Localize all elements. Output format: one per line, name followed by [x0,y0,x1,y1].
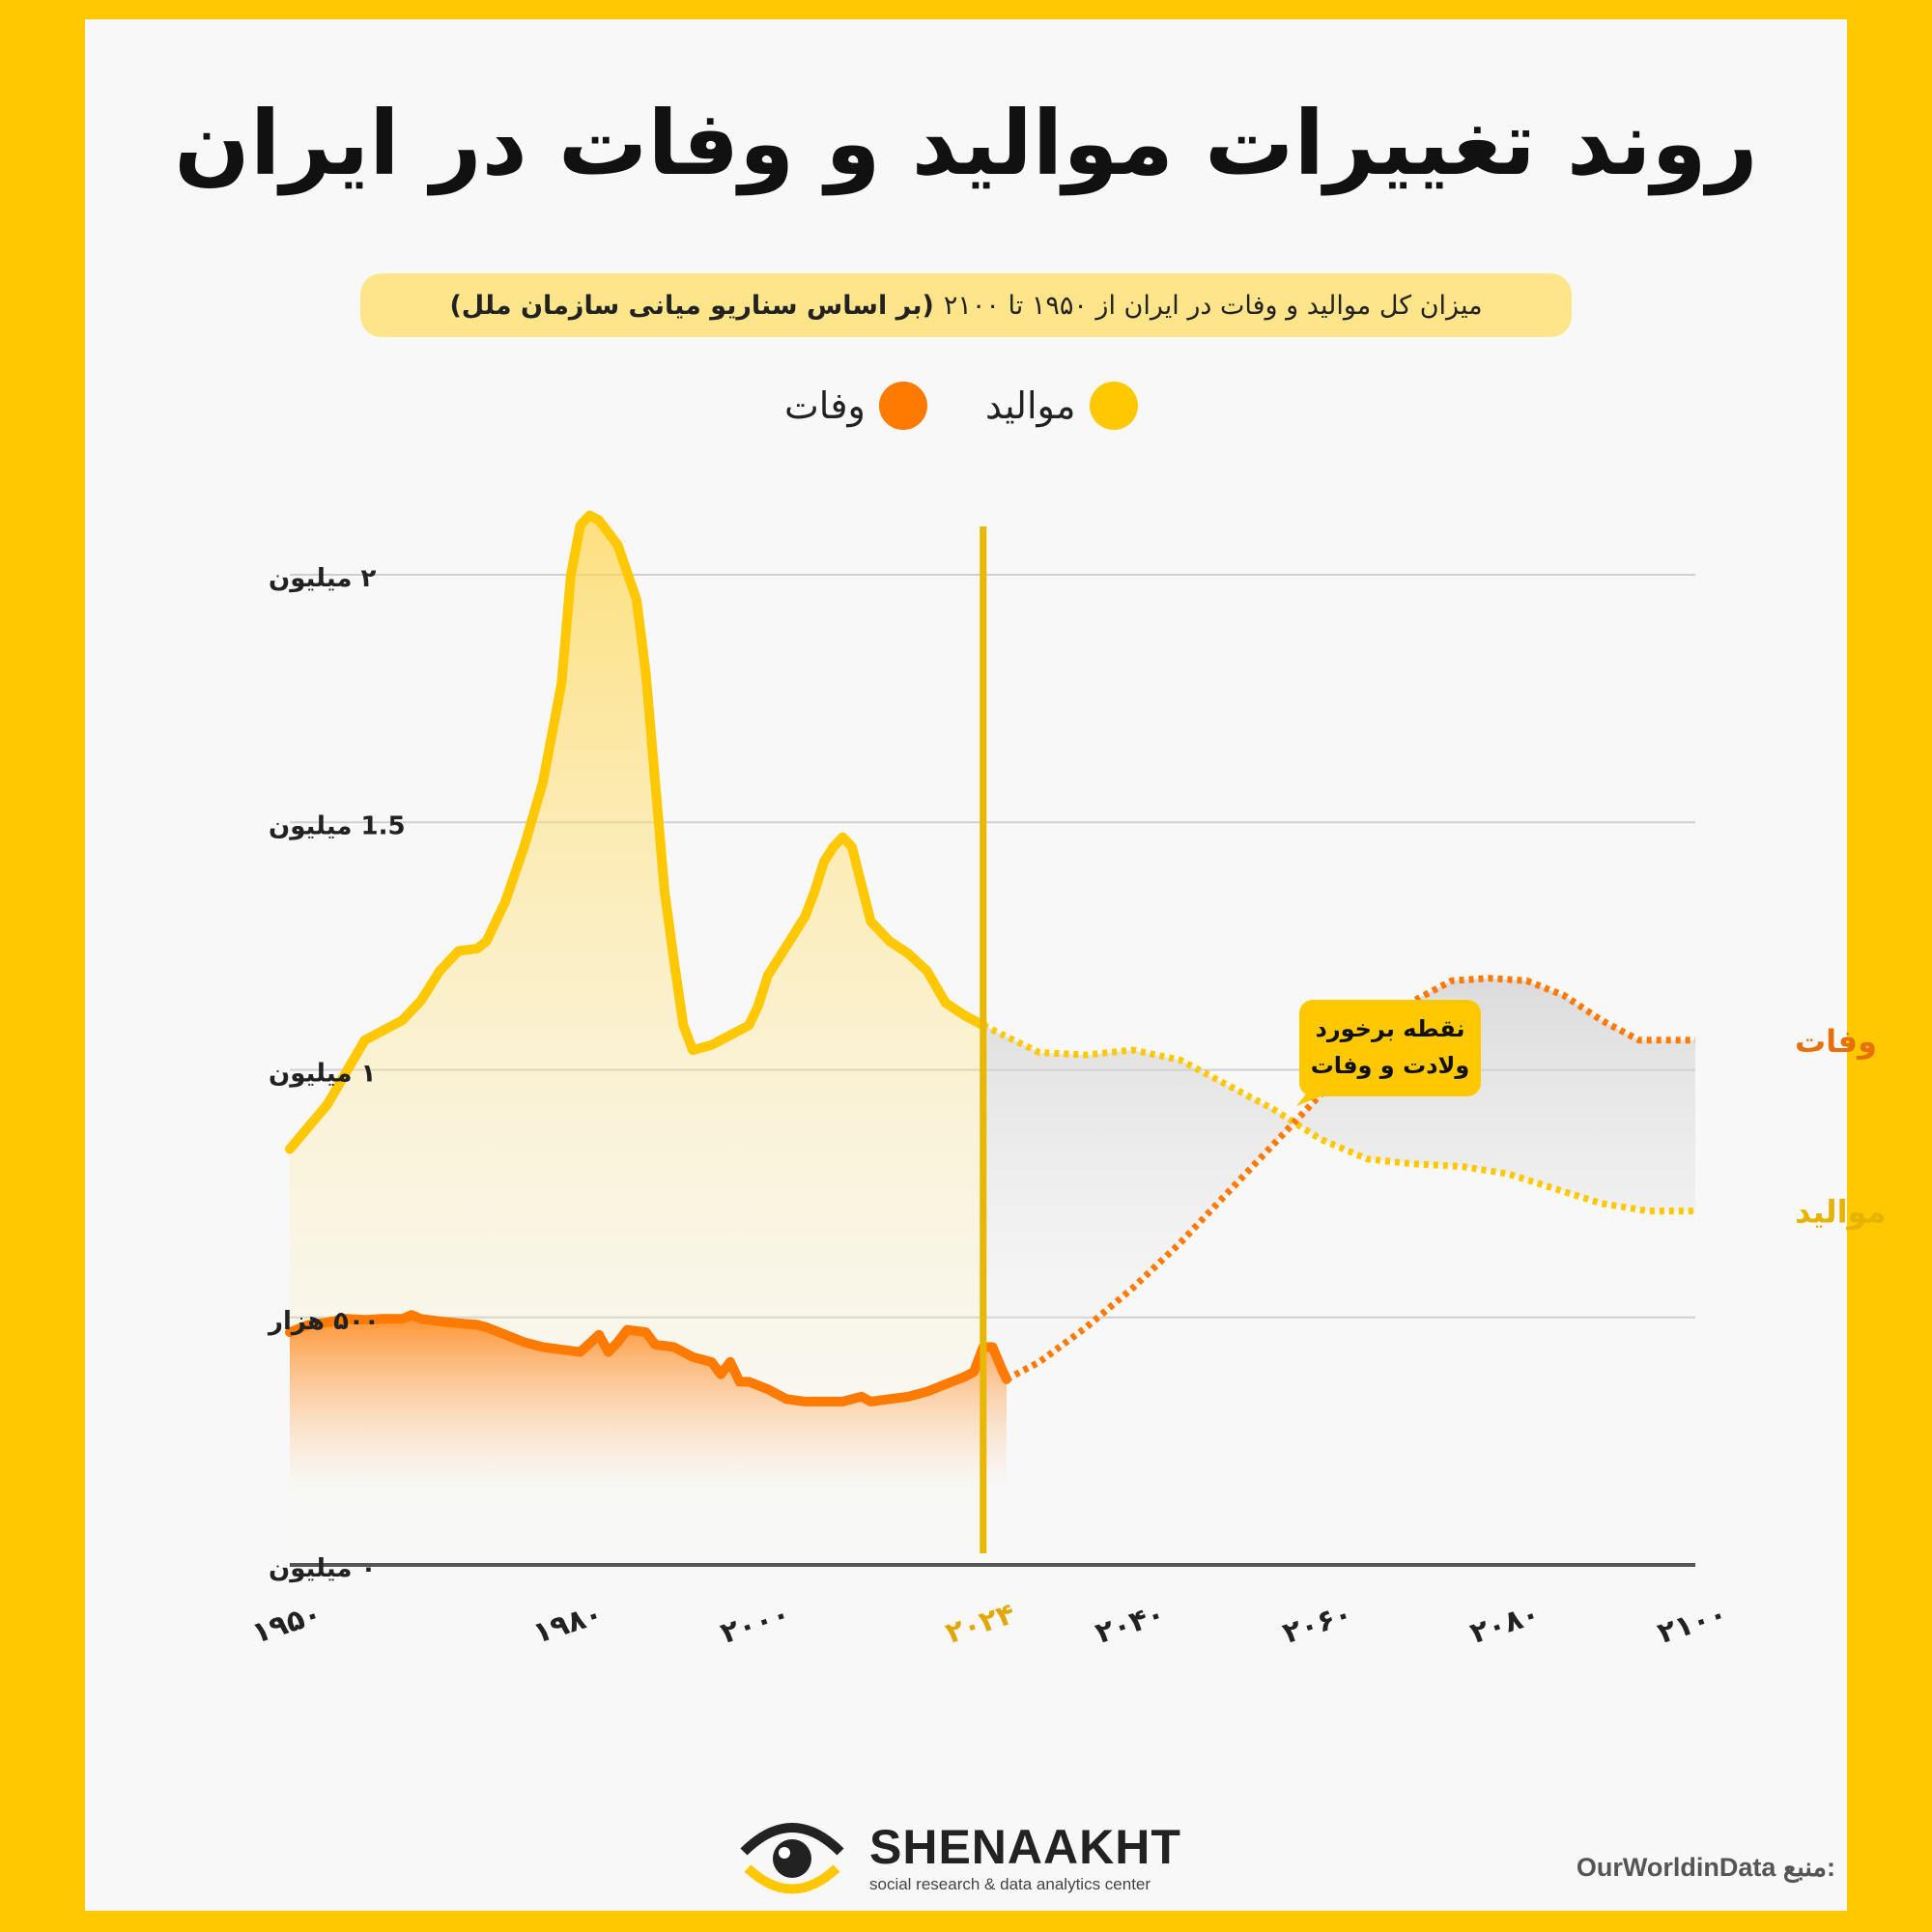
annotation-line2: ولادت و وفات [1311,1052,1470,1079]
legend-births: موالید [985,377,1138,435]
legend-births-label: موالید [985,384,1076,427]
y-axis-labels: ۰ میلیون ۵۰۰ هزار ۱ میلیون 1.5 میلیون ۲ میلی… [267,564,406,1583]
subtitle-pill: میزان کل موالید و وفات در ایران از ۱۹۵۰ … [360,273,1572,337]
births-line-historical [285,510,988,1154]
x-tick-label-0: ۱۹۵۰ [248,1597,326,1651]
y-tick-label-4: ۲ میلیون [269,564,376,593]
x-tick-label-3: ۲۰۲۴ [942,1597,1019,1651]
deaths-line-historical [285,1310,1011,1406]
annotation-bubble [1299,1000,1481,1096]
source-credit: OurWorldinData منبع: [1577,1853,1835,1883]
brand-tagline: social research & data analytics center [869,1875,1151,1893]
deaths-area [290,1315,1008,1488]
brand-name: SHENAAKHT [869,1820,1181,1874]
legend-births-dot [1089,382,1138,430]
y-tick-label-0: ۰ میلیون [269,1554,376,1583]
births-area [290,515,983,1565]
x-tick-label-4: ۲۰۴۰ [1092,1597,1169,1651]
births-line-projection [981,1022,1695,1215]
annotation-line1: نقطه برخورد [1316,1015,1465,1042]
x-tick-label-1: ۱۹۸۰ [529,1597,607,1651]
source-label: منبع: [1782,1853,1835,1882]
series-end-labels: وفات موالید [1795,1023,1886,1231]
annotation-pointer [1296,1087,1333,1106]
y-tick-label-2: ۱ میلیون [269,1060,376,1089]
y-tick-label-1: ۵۰۰ هزار [267,1307,380,1336]
x-tick-label-7: ۲۱۰۰ [1654,1597,1731,1651]
x-tick-label-6: ۲۰۸۰ [1466,1597,1544,1651]
deaths-end-label: وفات [1795,1023,1877,1060]
legend-deaths-label: وفات [784,384,866,427]
legend-deaths-dot [878,382,927,430]
brand-logo: SHENAAKHT social research & data analyti… [734,1808,1181,1905]
source-value: OurWorldinData [1576,1853,1776,1882]
chart-areas [290,515,1695,1565]
births-end-label: موالید [1795,1194,1886,1231]
subtitle-text: میزان کل موالید و وفات در ایران از ۱۹۵۰ … [943,290,1483,321]
subtitle-bold: (بر اساس سناریو میانی سازمان ملل) [449,290,934,321]
eye-logo-icon [740,1823,844,1894]
y-tick-label-3: 1.5 میلیون [269,811,406,840]
projection-gap-area [982,978,1695,1378]
crossover-annotation: نقطه برخورد ولادت و وفات [1296,1000,1481,1106]
legend-deaths: وفات [784,377,927,435]
x-axis-labels: ۱۹۵۰ ۱۹۸۰ ۲۰۰۰ ۲۰۲۴ ۲۰۴۰ ۲۰۶۰ ۲۰۸۰ ۲۱۰۰ [248,1597,1731,1651]
x-tick-label-2: ۲۰۰۰ [717,1597,794,1651]
x-tick-label-5: ۲۰۶۰ [1279,1597,1356,1651]
page-title: روند تغییرات موالید و وفات در ایران [174,92,1758,195]
